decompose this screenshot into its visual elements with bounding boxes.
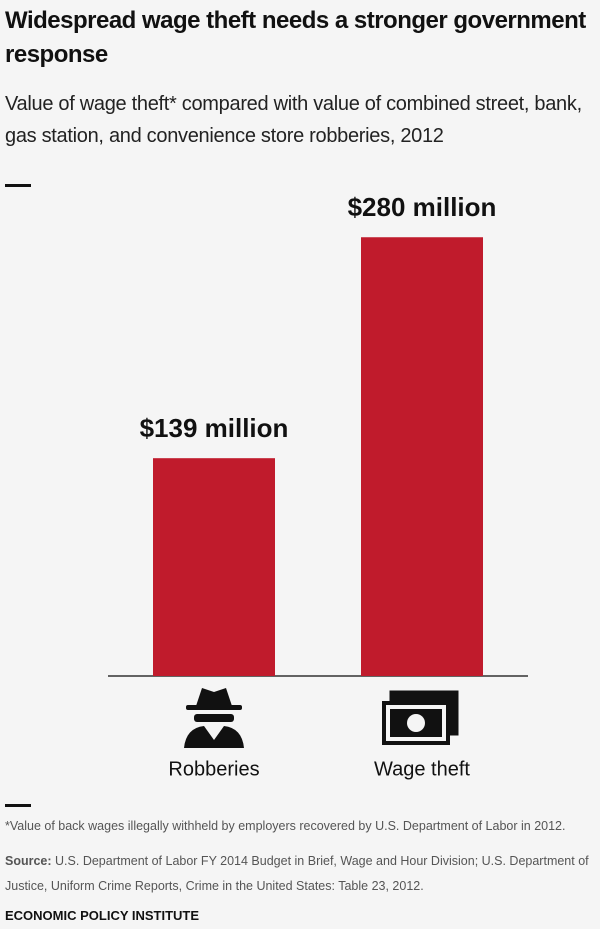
- source: Source: U.S. Department of Labor FY 2014…: [5, 849, 600, 899]
- value-label: $280 million: [348, 192, 497, 222]
- credit: ECONOMIC POLICY INSTITUTE: [5, 908, 200, 923]
- chart: $139 million Robberies $280 million Wage th…: [108, 192, 528, 780]
- source-text: U.S. Department of Labor FY 2014 Budget …: [5, 854, 589, 893]
- divider: [5, 184, 31, 187]
- robbery-icon: [184, 688, 244, 748]
- bar: [153, 458, 275, 676]
- chart-subtitle: Value of wage theft* compared with value…: [5, 93, 582, 147]
- bar: [361, 237, 483, 677]
- value-label: $139 million: [140, 413, 289, 443]
- footnote: *Value of back wages illegally withheld …: [5, 819, 566, 833]
- divider: [5, 804, 31, 807]
- category-label: Wage theft: [374, 758, 470, 780]
- money-icon: [382, 690, 459, 745]
- chart-title: Widespread wage theft needs a stronger g…: [5, 7, 586, 68]
- source-label: Source:: [5, 854, 52, 868]
- category-label: Robberies: [168, 758, 259, 780]
